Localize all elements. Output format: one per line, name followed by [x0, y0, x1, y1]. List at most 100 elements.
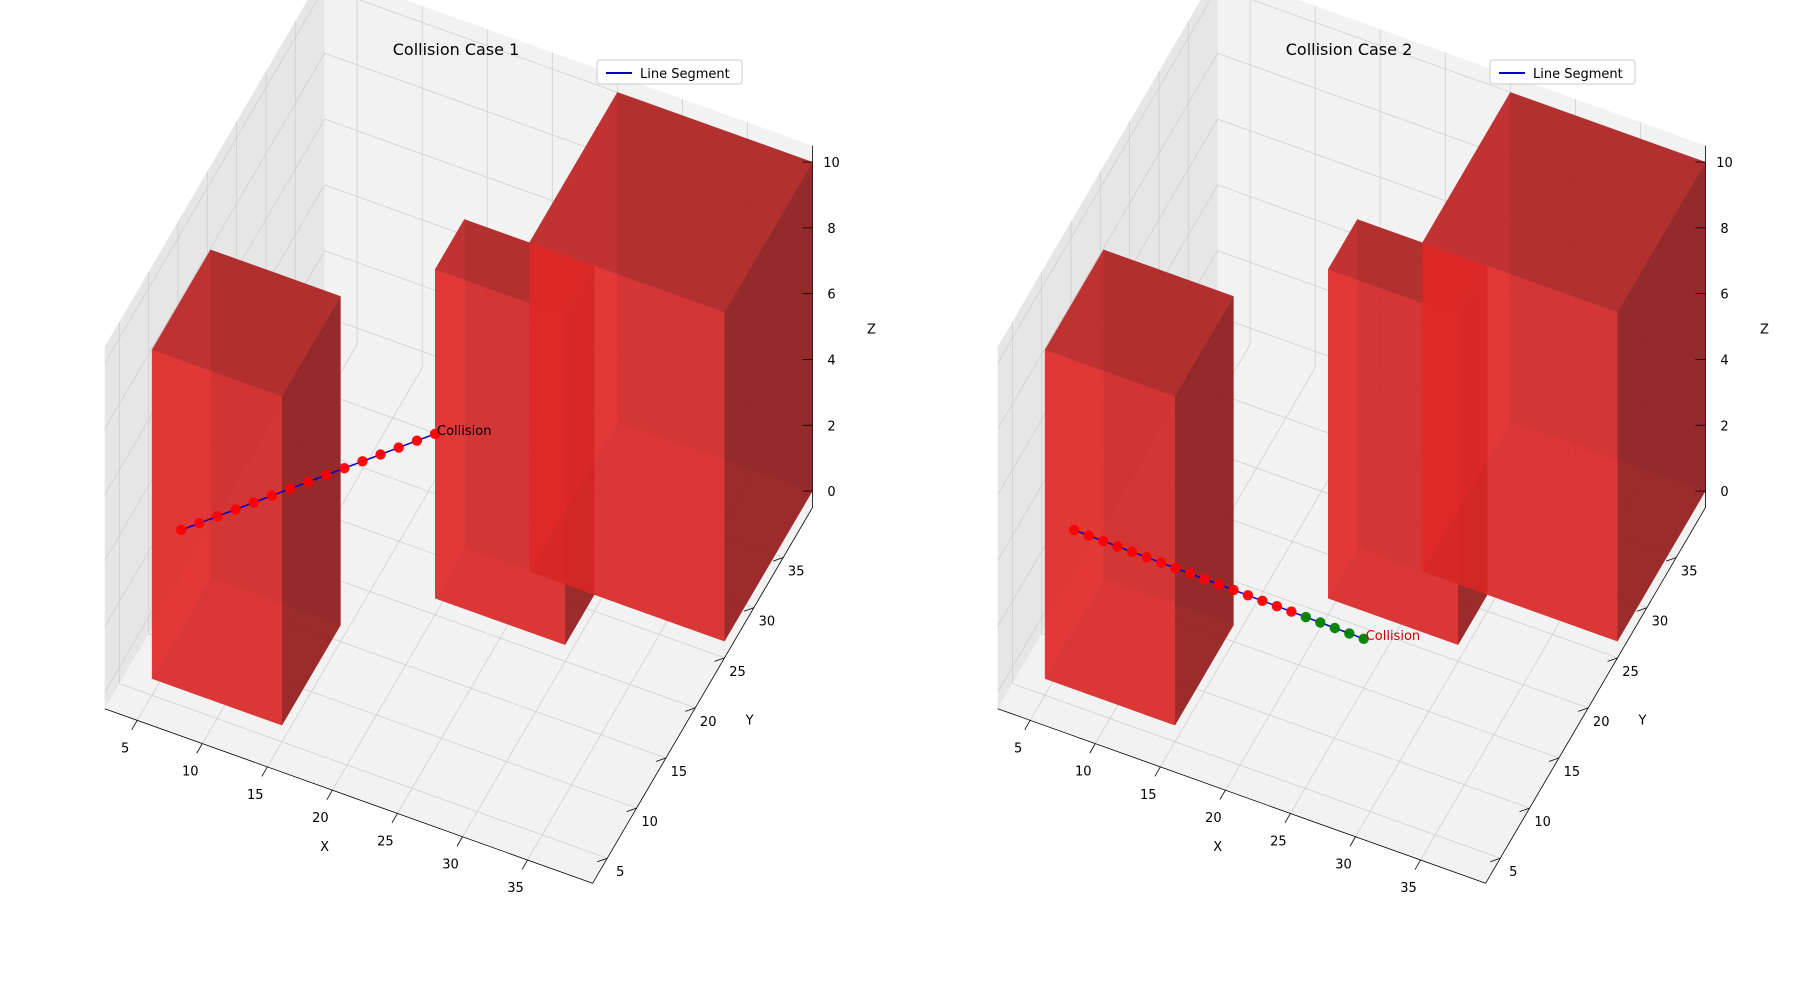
- x-tick-label: 35: [507, 881, 524, 896]
- chart-panel-2: Collision 5 10 15 20 25 30 35 X 5 10 15 20 25 30 35 Y 0 2 4…: [997, 0, 1769, 896]
- x-tick-mark: [1154, 766, 1161, 777]
- y-tick-mark: [1636, 607, 1647, 612]
- x-tick-mark: [521, 859, 528, 870]
- y-axis-label: Y: [745, 713, 754, 728]
- obstacle-box-3: [529, 92, 813, 642]
- x-tick-mark: [1219, 789, 1226, 800]
- box-right-face: [724, 162, 813, 642]
- obstacle-box-3: [1422, 92, 1706, 642]
- line-point: [321, 469, 332, 481]
- z-tick-label: 8: [1720, 222, 1728, 237]
- line-point: [1112, 541, 1123, 552]
- line-point: [1286, 606, 1297, 617]
- box-right-face: [282, 296, 341, 726]
- x-tick-label: 25: [1270, 835, 1287, 850]
- y-tick-mark: [714, 657, 725, 662]
- box-front-face: [1044, 349, 1175, 726]
- y-tick-label: 10: [641, 815, 658, 830]
- x-tick-label: 10: [1075, 765, 1092, 780]
- y-axis-line: [1485, 507, 1706, 884]
- y-tick-mark: [685, 707, 696, 712]
- y-tick-mark: [1519, 807, 1530, 813]
- line-point: [1242, 590, 1254, 601]
- z-tick-label: 6: [1720, 288, 1728, 303]
- line-point: [230, 504, 241, 515]
- x-axis-line: [997, 708, 1486, 884]
- line-point: [1199, 573, 1210, 585]
- x-tick-mark: [326, 789, 333, 800]
- x-tick-mark: [131, 720, 138, 731]
- y-tick-mark: [626, 807, 637, 813]
- line-point: [357, 456, 368, 467]
- line-point: [212, 511, 223, 522]
- x-tick-label: 15: [1140, 788, 1157, 803]
- x-tick-label: 15: [247, 788, 264, 803]
- line-point: [176, 524, 187, 536]
- line-point: [411, 435, 423, 446]
- y-tick-label: 15: [671, 765, 688, 780]
- line-point: [393, 442, 404, 453]
- line-point: [1170, 562, 1181, 574]
- line-point: [1083, 530, 1094, 541]
- x-tick-label: 30: [442, 858, 459, 873]
- x-tick-mark: [196, 743, 203, 754]
- x-tick-label: 35: [1400, 881, 1417, 896]
- y-tick-mark: [1490, 857, 1501, 863]
- x-tick-mark: [261, 766, 268, 777]
- y-tick-label: 30: [759, 615, 776, 630]
- legend-label: Line Segment: [1533, 67, 1623, 82]
- z-tick-label: 8: [827, 222, 835, 237]
- z-tick-label: 2: [827, 419, 835, 434]
- x-tick-label: 20: [312, 811, 329, 826]
- grid-line-y: [119, 321, 608, 859]
- z-tick-label: 0: [827, 485, 835, 500]
- z-tick-label: 2: [1720, 419, 1728, 434]
- box-top-face: [529, 92, 813, 313]
- x-tick-label: 5: [121, 741, 129, 756]
- line-point: [302, 476, 314, 488]
- y-tick-label: 25: [1622, 665, 1639, 680]
- x-tick-label: 10: [182, 765, 199, 780]
- x-tick-label: 20: [1205, 811, 1222, 826]
- z-tick-label: 0: [1720, 485, 1728, 500]
- y-tick-label: 5: [1509, 865, 1517, 880]
- legend-label: Line Segment: [640, 67, 730, 82]
- box-right-face: [1617, 162, 1706, 642]
- line-point: [1358, 633, 1369, 644]
- y-tick-label: 25: [729, 665, 746, 680]
- x-tick-mark: [1349, 836, 1356, 847]
- x-tick-mark: [1284, 813, 1291, 824]
- z-axis-label: Z: [867, 323, 876, 338]
- legend: Line Segment: [1489, 59, 1636, 85]
- line-point: [1257, 595, 1268, 606]
- z-tick-label: 4: [1720, 354, 1728, 369]
- x-tick-mark: [1024, 720, 1031, 731]
- box-top-face: [1422, 92, 1706, 313]
- y-tick-label: 30: [1652, 615, 1669, 630]
- y-tick-mark: [773, 557, 784, 562]
- x-tick-label: 25: [377, 835, 394, 850]
- y-tick-label: 10: [1534, 815, 1551, 830]
- y-tick-label: 15: [1564, 765, 1581, 780]
- line-point: [248, 497, 259, 508]
- chart-title: Collision Case 1: [393, 40, 520, 59]
- line-point: [1098, 535, 1109, 547]
- collision-annotation: Collision: [437, 424, 491, 439]
- line-point: [1315, 617, 1326, 628]
- x-axis-label: X: [320, 840, 329, 855]
- line-point: [1184, 568, 1196, 579]
- y-tick-mark: [655, 757, 667, 762]
- x-axis-line: [104, 708, 593, 884]
- line-point: [1213, 579, 1225, 590]
- box-front-face: [529, 242, 725, 642]
- grid-line-y: [1012, 321, 1501, 859]
- box-right-face: [1175, 296, 1234, 726]
- y-tick-mark: [1607, 657, 1618, 662]
- x-tick-mark: [1414, 859, 1421, 870]
- line-point: [429, 428, 441, 440]
- line-point: [1228, 584, 1239, 596]
- x-tick-mark: [391, 813, 398, 824]
- y-tick-label: 35: [788, 565, 805, 580]
- grid-line-y: [148, 271, 637, 809]
- line-point: [1329, 622, 1341, 634]
